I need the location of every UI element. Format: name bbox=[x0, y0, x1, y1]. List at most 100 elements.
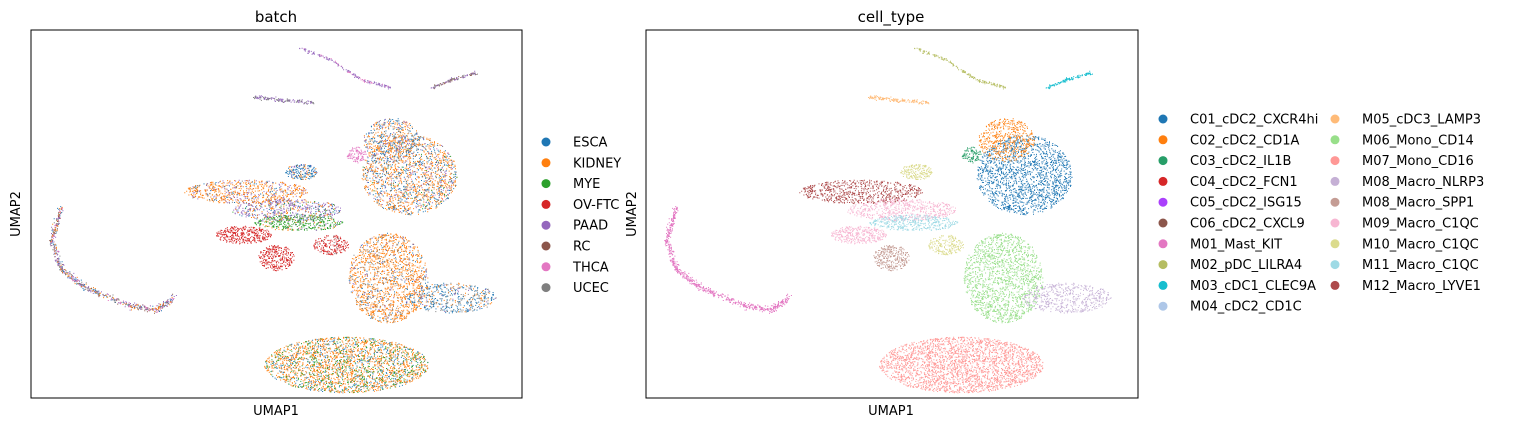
legend-marker-m02-pdc-lilra4 bbox=[1158, 260, 1168, 270]
cell-type-panel: cell_type UMAP1 UMAP2 C01_cDC2_CXCR4hiC0… bbox=[625, 8, 1484, 419]
umap-point-cloud bbox=[1022, 282, 1112, 314]
legend-label-c03-cdc2-il1b: C03_cDC2_IL1B bbox=[1190, 154, 1291, 169]
umap-point-cloud bbox=[365, 118, 420, 163]
batch-panel: batch UMAP1 UMAP2 ESCA KIDNEY MYE OV-FTC PAA… bbox=[9, 8, 621, 419]
legend-label-m12-macro-lyve1: M12_Macro_LYVE1 bbox=[1362, 279, 1481, 294]
legend-marker-m09-macro-c1qc bbox=[1330, 218, 1340, 228]
legend-label-m11-macro-c1qc: M11_Macro_C1QC bbox=[1362, 258, 1479, 273]
umap-point-cloud bbox=[873, 245, 910, 272]
umap-point-cloud bbox=[433, 73, 478, 89]
legend-marker-c04-cdc2-fcn1 bbox=[1158, 176, 1168, 186]
legend-marker-m10-macro-c1qc bbox=[1330, 239, 1340, 249]
legend-marker-m08-macro-spp1 bbox=[1330, 197, 1340, 207]
legend-marker-mye bbox=[541, 179, 551, 189]
umap-point-cloud bbox=[316, 235, 345, 255]
legend-marker-kidney bbox=[541, 158, 551, 168]
umap-point-cloud bbox=[258, 245, 295, 272]
umap-point-cloud bbox=[364, 118, 418, 161]
cell-type-y-axis-label: UMAP2 bbox=[625, 191, 640, 237]
legend-label-m05-cdc3-lamp3: M05_cDC3_LAMP3 bbox=[1362, 113, 1481, 128]
legend-label-paad: PAAD bbox=[573, 219, 608, 234]
umap-point-cloud bbox=[50, 206, 173, 312]
legend-marker-m08-macro-nlrp3 bbox=[1330, 176, 1340, 186]
umap-point-cloud bbox=[237, 199, 340, 221]
legend-marker-c05-cdc2-isg15 bbox=[1158, 197, 1168, 207]
umap-point-cloud bbox=[232, 201, 335, 222]
umap-point-cloud bbox=[414, 284, 496, 312]
legend-label-c04-cdc2-fcn1: C04_cDC2_FCN1 bbox=[1190, 175, 1298, 190]
legend-marker-c01-cdc2-cxcr4hi bbox=[1158, 114, 1168, 124]
legend-label-thca: THCA bbox=[572, 260, 609, 275]
umap-point-cloud bbox=[253, 96, 315, 105]
legend-marker-thca bbox=[541, 262, 551, 272]
legend-label-m04-cdc2-cd1c: M04_cDC2_CD1C bbox=[1190, 300, 1302, 315]
legend-label-ov-ftc: OV-FTC bbox=[573, 198, 619, 213]
umap-point-cloud bbox=[184, 179, 308, 205]
umap-point-cloud bbox=[928, 234, 964, 256]
batch-plot-frame bbox=[30, 29, 523, 399]
umap-point-cloud bbox=[299, 47, 391, 90]
legend-label-ucec: UCEC bbox=[573, 281, 609, 296]
umap-point-cloud bbox=[868, 95, 930, 105]
umap-point-cloud bbox=[914, 47, 1006, 90]
legend-marker-paad bbox=[541, 220, 551, 230]
umap-point-cloud bbox=[847, 198, 956, 222]
legend-marker-m12-macro-lyve1 bbox=[1330, 280, 1340, 290]
legend-marker-m01-mast-kit bbox=[1158, 239, 1168, 249]
batch-y-axis-label: UMAP2 bbox=[9, 191, 24, 237]
legend-label-c01-cdc2-cxcr4hi: C01_cDC2_CXCR4hi bbox=[1190, 113, 1318, 128]
legend-marker-m11-macro-c1qc bbox=[1330, 260, 1340, 270]
legend-marker-rc bbox=[541, 241, 551, 251]
umap-point-cloud bbox=[191, 180, 292, 204]
legend-marker-c03-cdc2-il1b bbox=[1158, 156, 1168, 166]
cell-type-legend: C01_cDC2_CXCR4hi C02_cDC2_CD1A C03_cDC2_IL… bbox=[1158, 113, 1484, 315]
umap-point-cloud bbox=[363, 118, 420, 162]
umap-point-cloud bbox=[265, 336, 429, 393]
legend-label-mye: MYE bbox=[573, 177, 600, 192]
umap-point-cloud bbox=[51, 212, 173, 313]
umap-point-cloud bbox=[264, 336, 429, 394]
umap-point-cloud bbox=[49, 212, 174, 314]
cell-type-plot-frame bbox=[645, 29, 1139, 399]
umap-point-cloud bbox=[831, 225, 887, 245]
legend-label-m06-mono-cd14: M06_Mono_CD14 bbox=[1362, 133, 1474, 148]
legend-marker-m05-cdc3-lamp3 bbox=[1330, 114, 1340, 124]
batch-legend: ESCA KIDNEY MYE OV-FTC PAAD RC THCA UCEC bbox=[541, 136, 621, 296]
umap-point-cloud bbox=[281, 338, 427, 394]
umap-point-cloud bbox=[262, 216, 336, 231]
umap-point-cloud bbox=[346, 146, 367, 164]
legend-marker-m03-cdc1-clec9a bbox=[1158, 280, 1168, 290]
batch-panel-title: batch bbox=[255, 8, 297, 26]
umap-point-cloud bbox=[664, 206, 792, 314]
legend-label-m08-macro-nlrp3: M08_Macro_NLRP3 bbox=[1362, 175, 1484, 190]
umap-point-cloud bbox=[433, 72, 477, 90]
legend-marker-esca bbox=[541, 137, 551, 147]
umap-point-cloud bbox=[961, 146, 982, 164]
umap-point-cloud bbox=[799, 179, 923, 205]
umap-point-cloud bbox=[1045, 70, 1093, 90]
cell-type-x-axis-label: UMAP1 bbox=[868, 404, 914, 419]
legend-label-m01-mast-kit: M01_Mast_KIT bbox=[1190, 237, 1282, 252]
umap-point-cloud bbox=[963, 232, 1044, 324]
legend-marker-ov-ftc bbox=[541, 199, 551, 209]
umap-point-cloud bbox=[349, 234, 428, 323]
batch-x-axis-label: UMAP1 bbox=[253, 404, 299, 419]
umap-point-cloud bbox=[216, 225, 272, 245]
legend-label-m09-macro-c1qc: M09_Macro_C1QC bbox=[1362, 217, 1479, 232]
cell-type-panel-title: cell_type bbox=[858, 8, 925, 27]
umap-point-cloud bbox=[313, 234, 349, 256]
legend-marker-ucec bbox=[541, 283, 551, 293]
umap-point-cloud bbox=[291, 164, 318, 178]
umap-point-cloud bbox=[362, 141, 458, 210]
legend-label-c05-cdc2-isg15: C05_cDC2_ISG15 bbox=[1190, 196, 1302, 211]
legend-label-m08-macro-spp1: M08_Macro_SPP1 bbox=[1362, 196, 1474, 211]
umap-point-cloud bbox=[257, 214, 341, 231]
umap-point-cloud bbox=[362, 136, 453, 215]
legend-marker-c06-cdc2-cxcl9 bbox=[1158, 218, 1168, 228]
cell-type-points bbox=[664, 47, 1112, 394]
legend-label-kidney: KIDNEY bbox=[573, 156, 621, 171]
umap-point-cloud bbox=[288, 164, 317, 180]
legend-marker-m04-cdc2-cd1c bbox=[1158, 301, 1168, 311]
umap-point-cloud bbox=[285, 164, 317, 180]
